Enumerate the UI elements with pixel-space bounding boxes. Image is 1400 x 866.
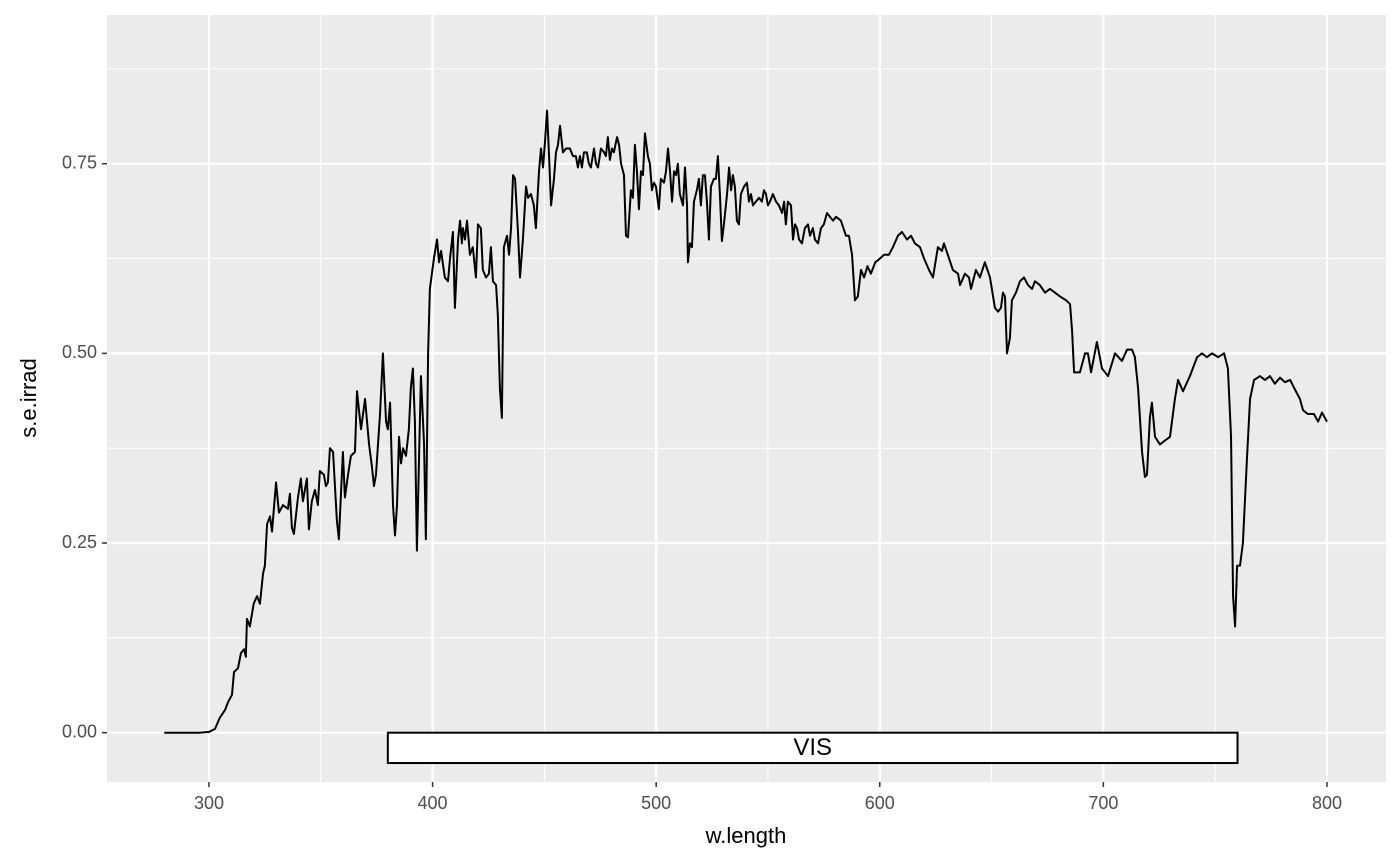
x-tick-label: 600 xyxy=(865,793,895,813)
y-tick-label: 0.50 xyxy=(62,342,97,362)
panel-background xyxy=(107,15,1386,782)
y-tick-label: 0.25 xyxy=(62,532,97,552)
annotation-box xyxy=(386,731,1239,765)
annotation-label: VIS xyxy=(793,734,832,761)
y-tick-label: 0.00 xyxy=(62,721,97,741)
plot: VIS xyxy=(164,109,1328,765)
y-axis-title: s.e.irrad xyxy=(16,358,41,437)
x-tick-label: 400 xyxy=(418,793,448,813)
x-tick-label: 700 xyxy=(1088,793,1118,813)
grid xyxy=(107,15,1386,782)
x-tick-label: 800 xyxy=(1312,793,1342,813)
x-tick-label: 500 xyxy=(641,793,671,813)
x-tick-label: 300 xyxy=(194,793,224,813)
spectrum-line xyxy=(164,109,1328,734)
x-axis-title: w.length xyxy=(705,823,787,848)
y-tick-label: 0.75 xyxy=(62,152,97,172)
